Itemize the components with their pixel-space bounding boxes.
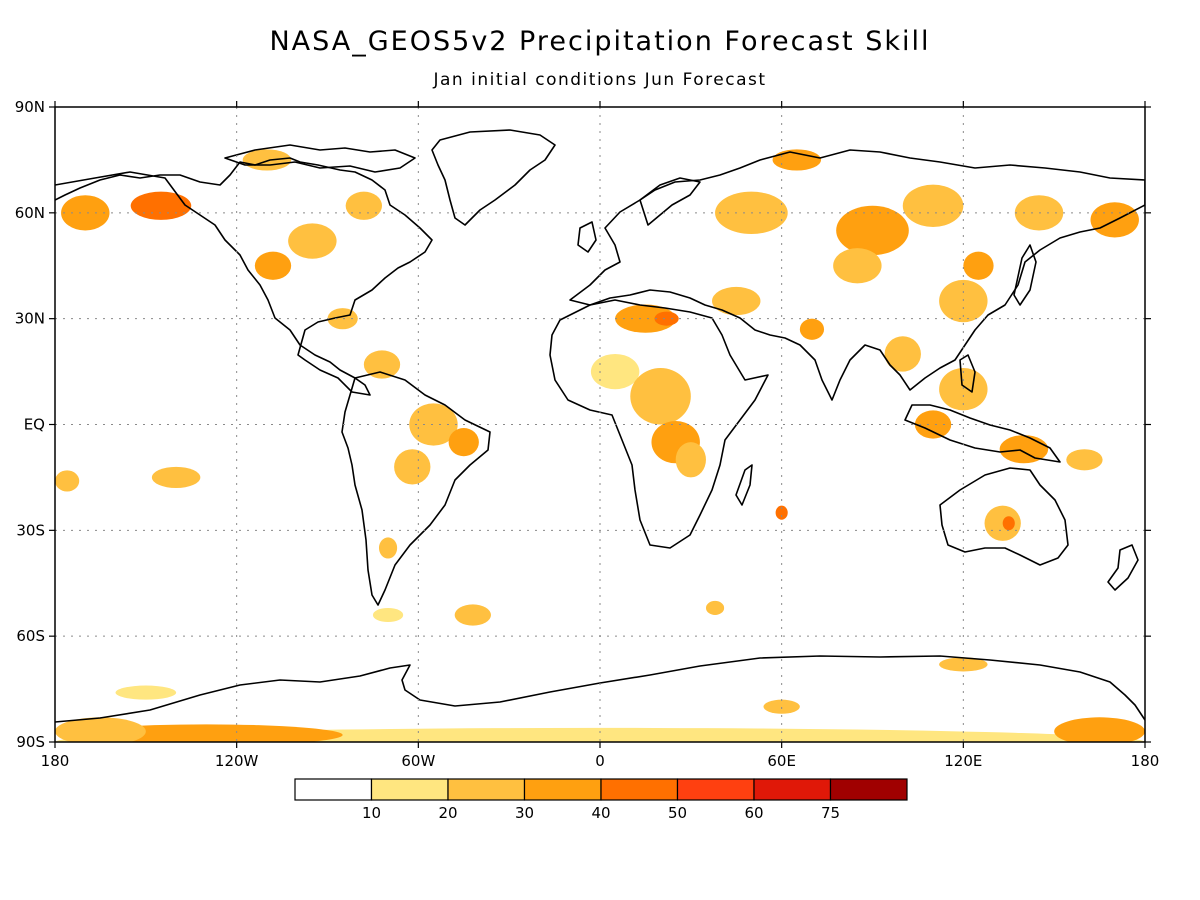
- lon-label: 60W: [401, 752, 435, 770]
- skill-region-24: [772, 149, 822, 171]
- colorbar-swatch: [370, 778, 449, 801]
- lat-label: 60S: [16, 627, 45, 645]
- lon-label: 0: [595, 752, 605, 770]
- skill-region-39: [1002, 516, 1015, 531]
- lat-label: 60N: [15, 204, 45, 222]
- lat-label: 90S: [16, 733, 45, 751]
- skill-region-36: [999, 435, 1049, 464]
- skill-region-9: [394, 449, 431, 485]
- skill-region-16: [615, 304, 676, 333]
- coast-south-america: [341, 371, 491, 606]
- coast-north-america: [55, 157, 433, 396]
- colorbar-label: 50: [668, 804, 687, 822]
- skill-region-28: [833, 248, 882, 284]
- skill-region-22: [712, 286, 761, 316]
- skill-region-43: [763, 699, 800, 714]
- coast-greenland: [431, 129, 556, 226]
- skill-region-0: [61, 195, 110, 231]
- skill-field: [55, 149, 1145, 742]
- coast-new-zealand: [1107, 544, 1139, 591]
- colorbar-label: 10: [362, 804, 381, 822]
- coast-philippines: [959, 354, 976, 393]
- skill-region-15: [372, 607, 404, 623]
- skill-region-42: [939, 657, 988, 672]
- skill-region-14: [454, 604, 492, 626]
- skill-region-26: [836, 205, 909, 256]
- skill-region-33: [884, 336, 921, 372]
- lat-label: 30S: [16, 521, 45, 539]
- skill-region-2: [242, 149, 292, 171]
- lon-label: 180: [1131, 752, 1160, 770]
- skill-region-37: [1066, 449, 1103, 471]
- colorbar-swatch: [600, 778, 679, 801]
- skill-region-18: [590, 353, 640, 390]
- skill-region-41: [705, 600, 725, 615]
- skill-region-25: [799, 318, 825, 340]
- skill-region-12: [55, 470, 80, 492]
- skill-region-1: [130, 191, 192, 220]
- skill-region-35: [914, 410, 952, 439]
- skill-region-11: [151, 466, 201, 488]
- lon-label: 60E: [767, 752, 796, 770]
- coast-australia: [939, 467, 1069, 566]
- skill-region-40: [775, 505, 788, 520]
- colorbar-label: 60: [744, 804, 763, 822]
- colorbar-swatch: [753, 778, 832, 801]
- coast-eurasia: [569, 149, 1145, 401]
- colorbar-label: 20: [438, 804, 457, 822]
- coast-indonesia: [904, 404, 1061, 463]
- skill-region-4: [254, 251, 292, 280]
- skill-region-47: [1054, 717, 1145, 742]
- coast-japan: [1013, 244, 1037, 306]
- latitude-labels: 90N 60N 30N EQ 30S 60S 90S: [15, 98, 45, 751]
- map-subtitle: Jan initial conditions Jun Forecast: [433, 70, 767, 90]
- lat-label: 90N: [15, 98, 45, 116]
- skill-region-27: [902, 184, 964, 227]
- map-title: NASA_GEOS5v2 Precipitation Forecast Skil…: [269, 26, 931, 57]
- skill-region-17: [654, 311, 679, 326]
- coast-arctic-islands: [224, 144, 416, 173]
- colorbar-label: 40: [591, 804, 610, 822]
- lon-label: 120E: [944, 752, 982, 770]
- longitude-labels: 180 120W 60W 0 60E 120E 180: [41, 752, 1160, 770]
- coast-scandinavia: [639, 177, 701, 226]
- skill-region-34: [939, 368, 988, 411]
- coast-madagascar: [735, 464, 753, 506]
- skill-region-21: [675, 442, 706, 478]
- graticule: [55, 107, 1145, 742]
- skill-region-48: [115, 685, 177, 700]
- skill-region-7: [363, 350, 401, 379]
- skill-region-10: [448, 428, 479, 457]
- skill-region-13: [378, 537, 398, 559]
- lon-label: 180: [41, 752, 70, 770]
- coast-antarctica: [55, 655, 1145, 723]
- colorbar: 10 20 30 40 50 60 75: [294, 778, 908, 822]
- colorbar-swatch: [294, 778, 373, 801]
- lat-label: EQ: [24, 416, 45, 434]
- coast-africa: [549, 299, 769, 549]
- colorbar-label: 30: [515, 804, 534, 822]
- coast-british-isles: [577, 221, 597, 253]
- skill-region-29: [939, 279, 988, 323]
- skill-region-46: [55, 717, 146, 742]
- colorbar-swatch: [676, 778, 755, 801]
- colorbar-label: 75: [821, 804, 840, 822]
- lon-label: 120W: [215, 752, 259, 770]
- coastlines: [55, 129, 1145, 723]
- skill-region-5: [345, 191, 383, 220]
- skill-region-19: [630, 368, 691, 425]
- axis-ticks: [49, 101, 1151, 748]
- skill-region-8: [409, 403, 458, 446]
- skill-region-3: [288, 223, 337, 259]
- colorbar-swatch: [447, 778, 526, 801]
- skill-region-30: [963, 251, 994, 280]
- colorbar-swatch: [523, 778, 602, 801]
- lat-label: 30N: [15, 310, 45, 328]
- colorbar-swatch: [829, 778, 908, 801]
